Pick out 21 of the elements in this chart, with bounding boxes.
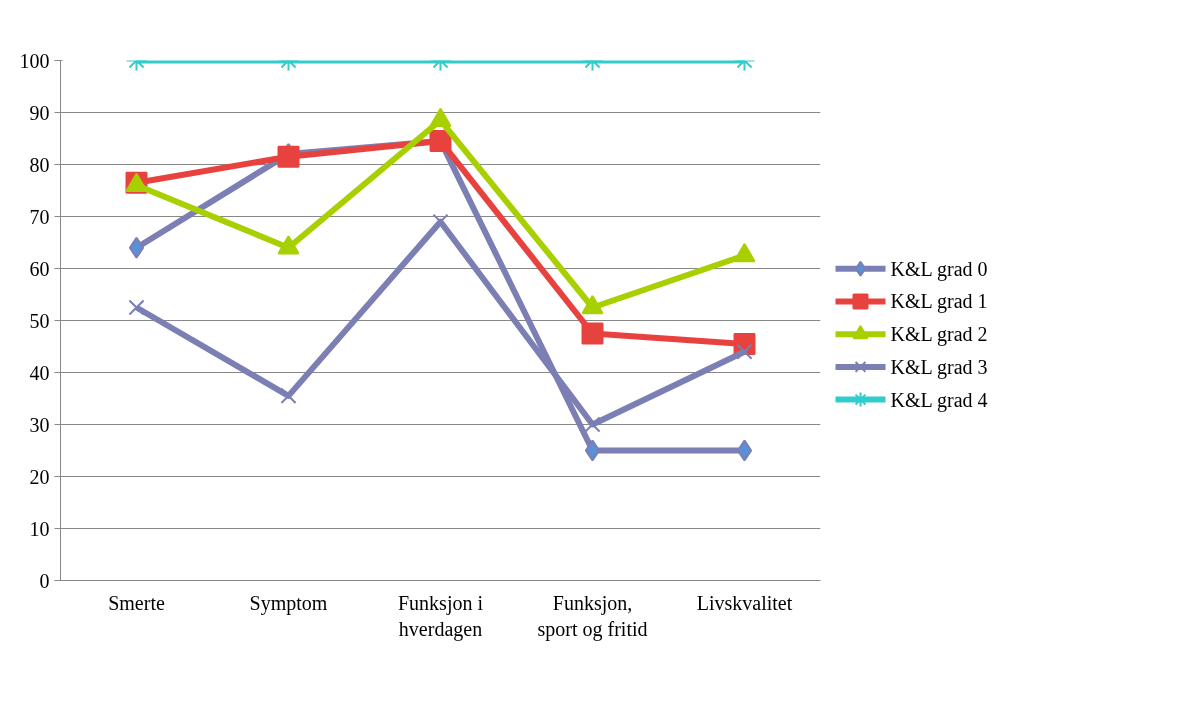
legend-label: K&L grad 0	[890, 257, 988, 281]
y-tick-label: 10	[29, 517, 50, 540]
x-tick-label: Funksjon i hverdagen	[397, 591, 484, 641]
y-tick-label: 0	[39, 569, 50, 592]
x-tick-label: Symptom	[249, 591, 328, 615]
y-tick-label: 50	[29, 309, 50, 332]
legend-label: K&L grad 3	[890, 355, 988, 379]
y-tick-label: 100	[19, 49, 50, 72]
y-tick-label: 60	[29, 257, 50, 280]
legend-label: K&L grad 4	[890, 388, 988, 412]
x-tick-label: Funksjon, sport og fritid	[537, 591, 648, 641]
legend-label: K&L grad 2	[890, 323, 988, 347]
y-tick-label: 70	[29, 205, 50, 228]
y-tick-label: 40	[29, 361, 50, 384]
x-tick-label: Smerte	[108, 591, 165, 614]
x-tick-label: Livskvalitet	[696, 591, 793, 614]
y-tick-label: 30	[29, 413, 50, 436]
y-tick-label: 20	[29, 465, 50, 488]
y-tick-label: 80	[29, 153, 50, 176]
y-tick-label: 90	[29, 101, 50, 124]
legend-label: K&L grad 1	[890, 290, 988, 314]
